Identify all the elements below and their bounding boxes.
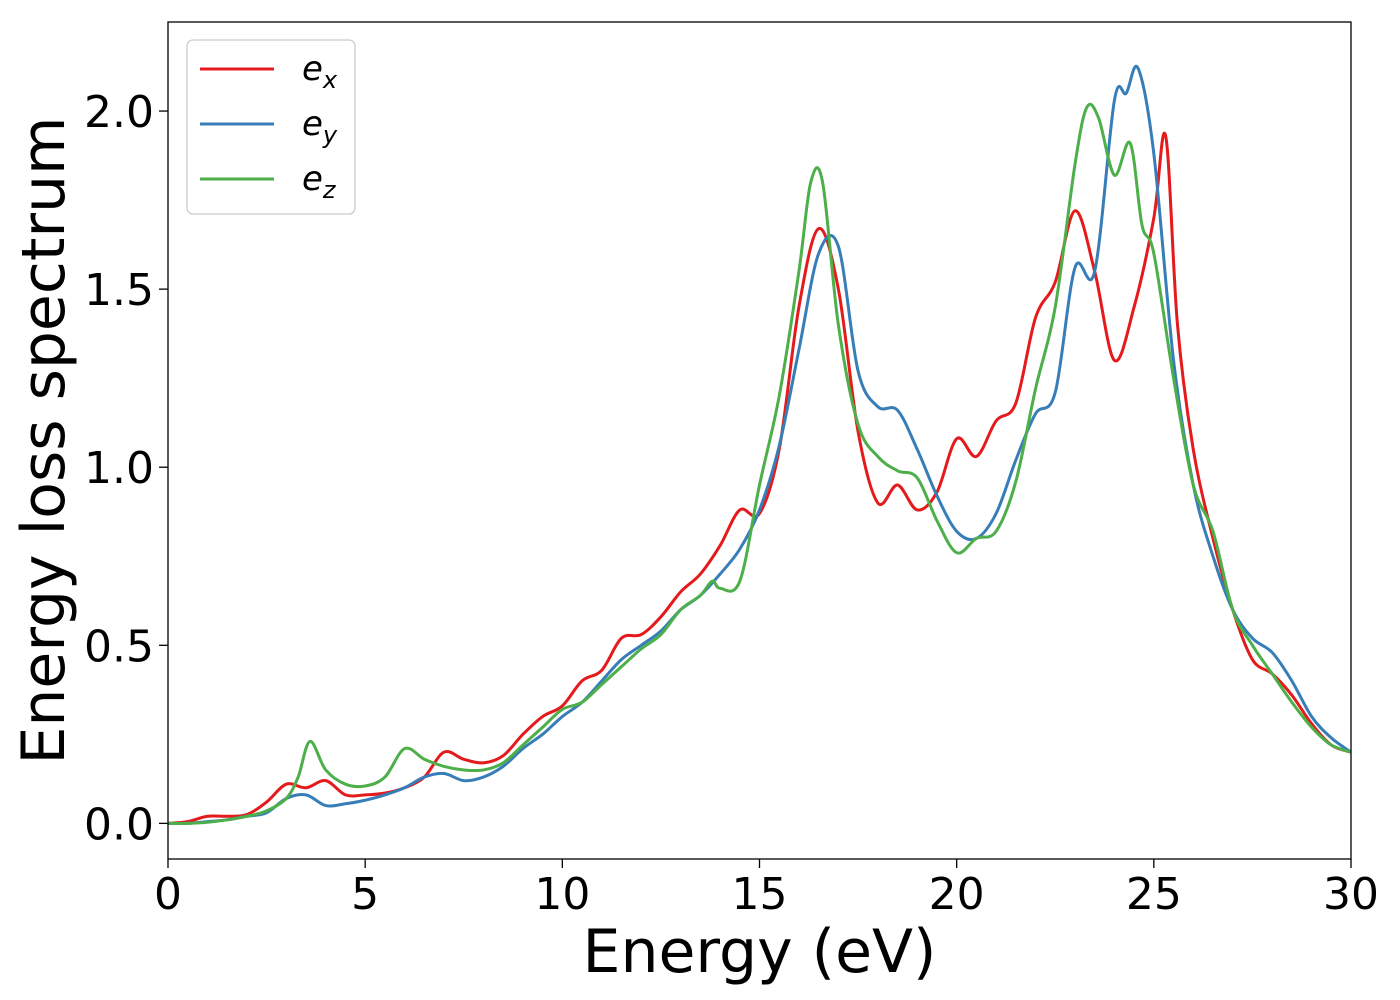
legend: ex ey ez xyxy=(186,39,356,215)
y-tick-label: 1.5 xyxy=(84,265,154,316)
x-tick-label: 25 xyxy=(1126,869,1182,920)
series-line-z xyxy=(168,102,1351,825)
y-tick-label: 2.0 xyxy=(84,87,154,138)
y-tick-label: 0.0 xyxy=(84,799,154,850)
y-axis-title: Energy loss spectrum xyxy=(9,116,79,764)
series-line-x xyxy=(168,131,1351,825)
x-axis: 0 5 10 15 20 25 30 xyxy=(154,859,1379,920)
x-tick-label: 15 xyxy=(732,869,788,920)
x-tick-label: 5 xyxy=(351,869,379,920)
legend-label-x: ex xyxy=(302,49,338,94)
y-axis: 0.0 0.5 1.0 1.5 2.0 xyxy=(84,87,168,850)
x-tick-label: 30 xyxy=(1323,869,1379,920)
x-tick-label: 20 xyxy=(929,869,985,920)
x-tick-label: 10 xyxy=(534,869,590,920)
y-tick-label: 1.0 xyxy=(84,443,154,494)
legend-label-y: ey xyxy=(302,104,338,149)
legend-label-z: ez xyxy=(302,159,337,204)
x-axis-title: Energy (eV) xyxy=(583,917,937,987)
series-layer xyxy=(168,64,1351,826)
legend-box xyxy=(186,39,356,215)
y-tick-label: 0.5 xyxy=(84,621,154,672)
x-tick-label: 0 xyxy=(154,869,182,920)
series-line-y xyxy=(168,64,1351,826)
